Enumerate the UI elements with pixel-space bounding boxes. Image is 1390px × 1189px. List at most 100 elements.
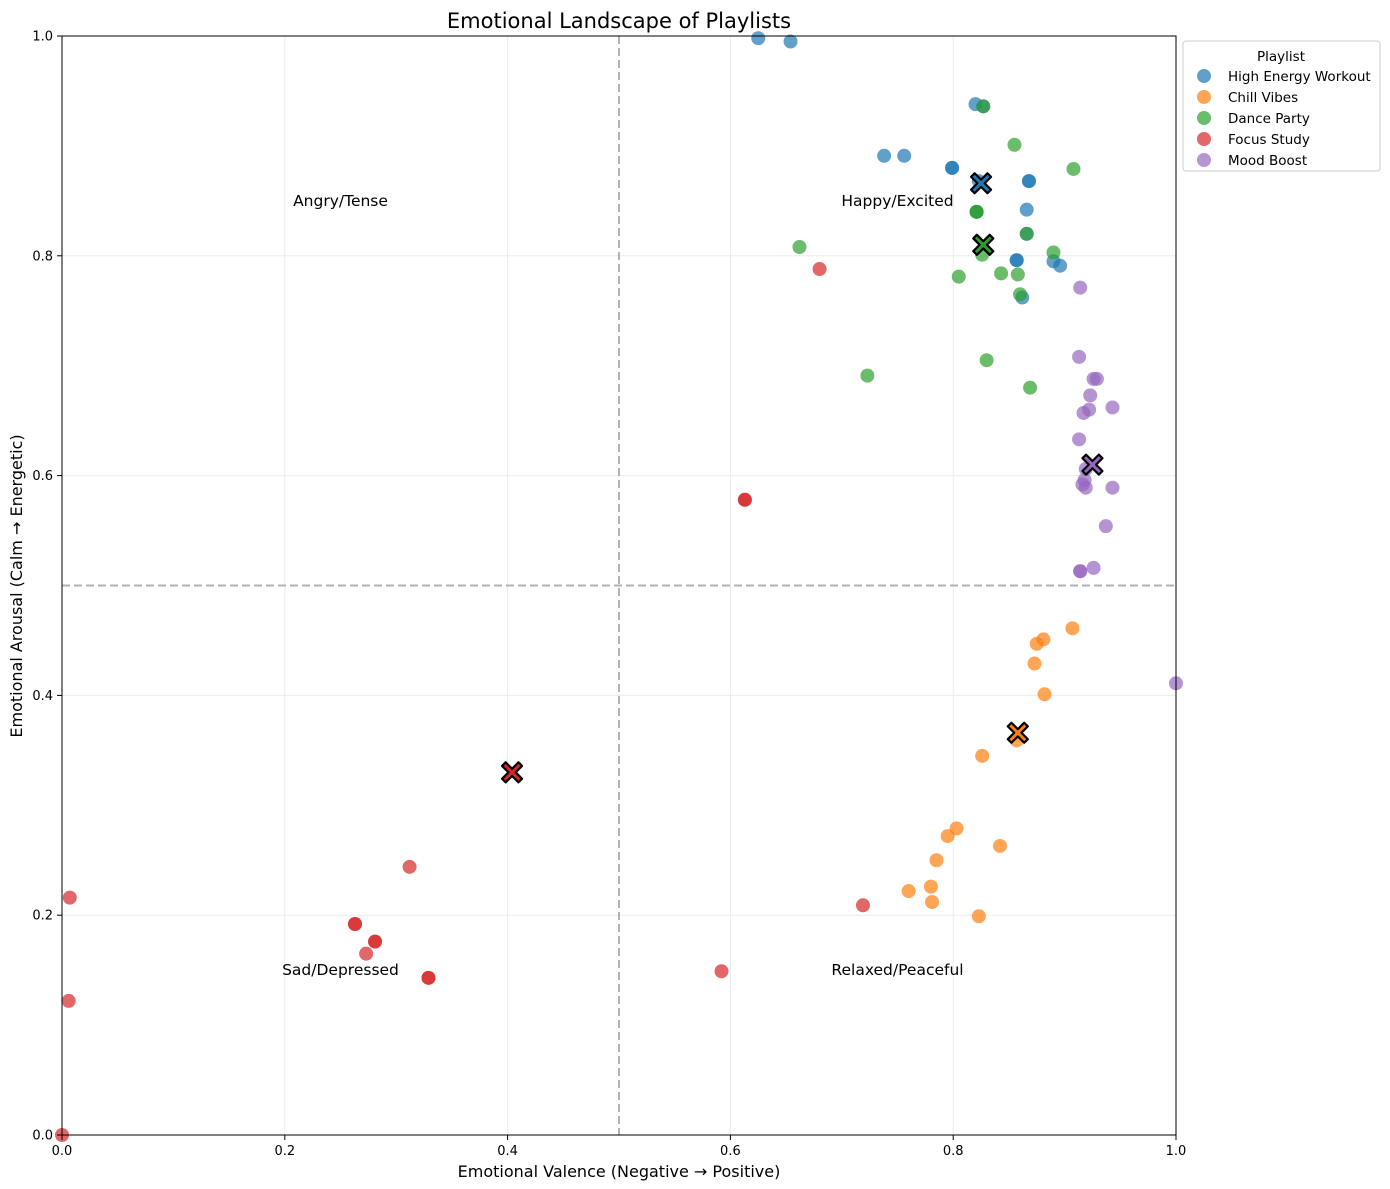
data-point	[860, 368, 875, 383]
data-point	[1073, 280, 1088, 295]
legend-label: High Energy Workout	[1228, 69, 1371, 85]
data-point	[792, 240, 807, 255]
data-point	[855, 898, 870, 913]
x-tick-label: 0.2	[274, 1144, 295, 1159]
legend-title: Playlist	[1257, 49, 1305, 65]
data-point	[61, 993, 76, 1008]
centroid-marker	[972, 233, 995, 256]
data-point	[994, 266, 1009, 281]
data-point	[1046, 245, 1061, 260]
data-point	[1066, 161, 1081, 176]
data-point	[421, 970, 436, 985]
series-mood-boost	[1072, 280, 1183, 691]
data-point	[1037, 687, 1052, 702]
legend-marker	[1197, 69, 1211, 83]
y-tick-label: 1.0	[32, 30, 53, 45]
data-points	[55, 31, 1183, 1142]
quadrant-label: Sad/Depressed	[282, 961, 399, 979]
data-point	[951, 269, 966, 284]
data-point	[402, 859, 417, 874]
legend-box	[1182, 40, 1381, 172]
y-tick-label: 0.4	[32, 689, 53, 704]
legend-marker	[1197, 153, 1211, 167]
y-tick-label: 0.2	[32, 909, 53, 924]
data-point	[897, 148, 912, 163]
data-point	[1065, 621, 1080, 636]
centroid-marker	[1006, 721, 1029, 744]
data-point	[359, 946, 374, 961]
series-dance-party	[792, 99, 1081, 395]
data-point	[368, 934, 383, 949]
x-tick-label: 1.0	[1166, 1144, 1187, 1159]
data-point	[975, 748, 990, 763]
legend-marker	[1197, 111, 1211, 125]
data-point	[783, 34, 798, 49]
data-point	[62, 890, 77, 905]
x-tick-label: 0.8	[943, 1144, 964, 1159]
data-point	[1072, 349, 1087, 364]
data-point	[1019, 226, 1034, 241]
data-point	[1105, 400, 1120, 415]
legend-label: Focus Study	[1228, 132, 1310, 148]
centroid-marker	[500, 761, 524, 784]
data-point	[1072, 432, 1087, 447]
quadrant-label: Relaxed/Peaceful	[831, 961, 963, 979]
quadrant-label: Angry/Tense	[293, 192, 388, 210]
data-point	[1009, 253, 1024, 268]
x-axis-ticks: 0.0 0.2 0.4 0.6 0.8 1.0	[52, 1135, 1187, 1159]
centroid-markers	[500, 172, 1104, 784]
data-point	[1010, 267, 1025, 282]
y-tick-label: 0.0	[32, 1129, 53, 1144]
data-point	[1021, 174, 1036, 189]
plot-frame	[61, 35, 1177, 1136]
data-point	[877, 148, 892, 163]
y-tick-label: 0.6	[32, 469, 53, 484]
data-point	[1029, 636, 1044, 651]
data-point	[347, 916, 362, 931]
series-focus-study	[55, 261, 870, 1142]
data-point	[901, 884, 916, 899]
data-point	[976, 99, 991, 114]
data-point	[945, 160, 960, 175]
data-point	[1098, 519, 1113, 534]
data-point	[1105, 480, 1120, 495]
legend-items: High Energy Workout Chill Vibes Dance Part…	[1197, 69, 1371, 169]
centroid-marker	[969, 172, 993, 195]
data-point	[969, 204, 984, 219]
legend: Playlist High Energy Workout Chill Vibes D…	[1182, 40, 1381, 172]
x-tick-label: 0.0	[52, 1144, 73, 1159]
data-point	[1053, 258, 1068, 273]
x-tick-label: 0.4	[497, 1144, 518, 1159]
legend-label: Mood Boost	[1228, 153, 1307, 169]
data-point	[992, 838, 1007, 853]
data-point	[1086, 560, 1101, 575]
quadrant-labels: Angry/Tense Happy/Excited Sad/Depressed Rel…	[282, 192, 964, 979]
data-point	[812, 261, 827, 276]
data-point	[1078, 480, 1093, 495]
centroid-marker	[1081, 453, 1104, 476]
data-point	[979, 353, 994, 368]
legend-label: Chill Vibes	[1228, 90, 1298, 106]
data-point	[929, 853, 944, 868]
data-point	[1027, 656, 1042, 671]
reference-lines	[62, 36, 1176, 1135]
x-axis-label: Emotional Valence (Negative → Positive)	[458, 1162, 781, 1181]
chart-title: Emotional Landscape of Playlists	[447, 9, 791, 33]
y-axis-label: Emotional Arousal (Calm → Energetic)	[7, 434, 26, 737]
data-point	[971, 909, 986, 924]
data-point	[1013, 287, 1028, 302]
data-point	[923, 879, 938, 894]
y-axis-ticks: 0.0 0.2 0.4 0.6 0.8 1.0	[32, 30, 62, 1144]
y-tick-label: 0.8	[32, 249, 53, 264]
quadrant-label: Happy/Excited	[841, 192, 953, 210]
legend-label: Dance Party	[1228, 111, 1310, 127]
data-point	[1089, 371, 1104, 386]
data-point	[1073, 564, 1088, 579]
data-point	[714, 964, 729, 979]
x-tick-label: 0.6	[720, 1144, 741, 1159]
data-point	[1023, 380, 1038, 395]
data-point	[737, 492, 752, 507]
data-point	[940, 829, 955, 844]
data-point	[925, 895, 940, 910]
